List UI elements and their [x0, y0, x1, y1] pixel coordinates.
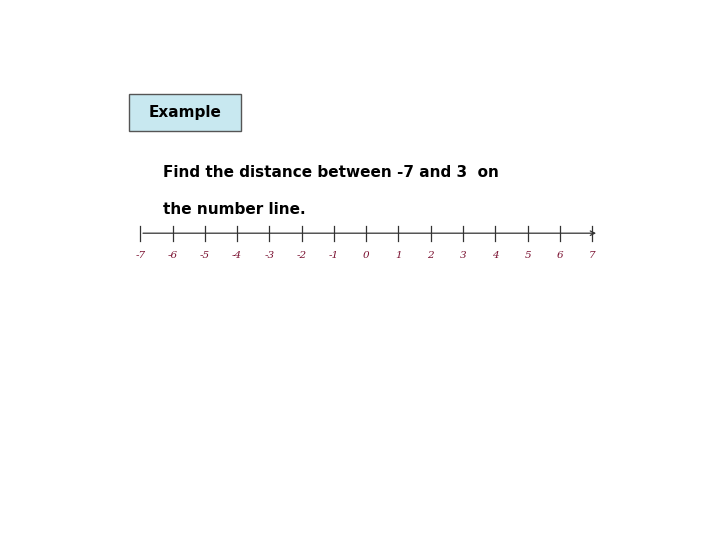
Text: 3: 3 — [460, 251, 467, 260]
Text: 4: 4 — [492, 251, 499, 260]
Text: -3: -3 — [264, 251, 274, 260]
Text: 0: 0 — [363, 251, 369, 260]
Text: -6: -6 — [168, 251, 178, 260]
Text: 5: 5 — [524, 251, 531, 260]
Text: 7: 7 — [589, 251, 595, 260]
Text: -2: -2 — [297, 251, 307, 260]
Text: the number line.: the number line. — [163, 202, 305, 217]
Text: -7: -7 — [135, 251, 145, 260]
FancyBboxPatch shape — [129, 94, 240, 131]
Text: Find the distance between -7 and 3  on: Find the distance between -7 and 3 on — [163, 165, 498, 180]
Text: -5: -5 — [199, 251, 210, 260]
Text: -4: -4 — [232, 251, 242, 260]
Text: 6: 6 — [557, 251, 563, 260]
Text: 1: 1 — [395, 251, 402, 260]
Text: -1: -1 — [329, 251, 339, 260]
Text: 2: 2 — [428, 251, 434, 260]
Text: Example: Example — [148, 105, 221, 120]
